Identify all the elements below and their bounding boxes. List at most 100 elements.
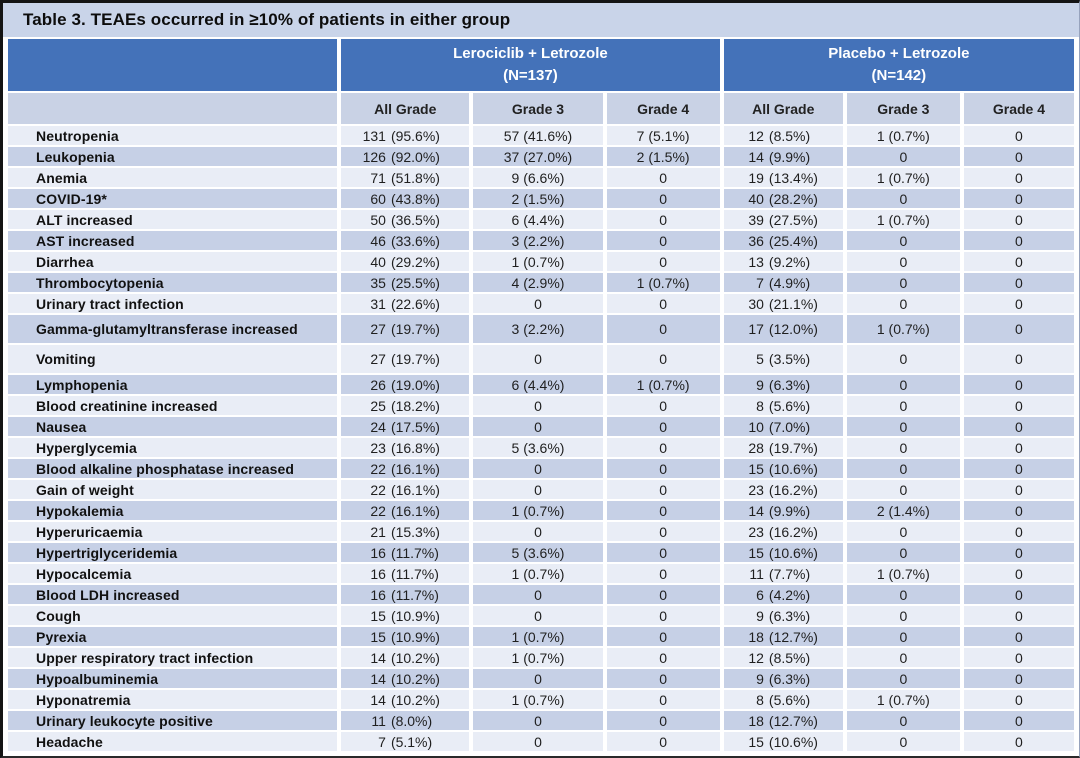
cell-placebo-grade3: 0 <box>846 459 960 478</box>
group-name: Lerociclib + Letrozole <box>453 44 608 62</box>
cell-lero-all-grade: 26 (19.0%) <box>341 375 470 394</box>
cell-lero-grade3: 1 (0.7%) <box>473 648 603 667</box>
cell-lero-all-grade: 31 (22.6%) <box>341 294 470 313</box>
row-label: Hypertriglyceridemia <box>8 543 338 562</box>
cell-placebo-all-grade: 9 (6.3%) <box>723 375 843 394</box>
row-label: Cough <box>8 606 338 625</box>
cell-lero-grade4: 0 <box>606 711 720 730</box>
cell-lero-all-grade: 15 (10.9%) <box>341 606 470 625</box>
row-label: Urinary leukocyte positive <box>8 711 338 730</box>
cell-placebo-grade4: 0 <box>963 168 1074 187</box>
row-label: Hypocalcemia <box>8 564 338 583</box>
cell-placebo-grade3: 0 <box>846 345 960 373</box>
subheader-spacer-cell <box>8 93 338 124</box>
cell-lero-grade3: 0 <box>473 732 603 751</box>
header-group-placebo: Placebo + Letrozole (N=142) <box>723 39 1074 91</box>
cell-placebo-grade4: 0 <box>963 501 1074 520</box>
cell-placebo-all-grade: 28 (19.7%) <box>723 438 843 457</box>
cell-lero-grade3: 1 (0.7%) <box>473 252 603 271</box>
table-row: Headache 7 (5.1%) 0 0 15 (10.6%) 0 0 <box>8 732 1074 751</box>
header-spacer-cell <box>8 39 338 91</box>
table-row: Hyponatremia 14 (10.2%) 1 (0.7%) 0 8 (5.6%) 1 (… <box>8 690 1074 709</box>
table-row: Gain of weight 22 (16.1%) 0 0 23 (16.2%) 0 0 <box>8 480 1074 499</box>
cell-lero-grade4: 0 <box>606 732 720 751</box>
cell-placebo-all-grade: 14 (9.9%) <box>723 501 843 520</box>
cell-lero-grade3: 0 <box>473 669 603 688</box>
cell-lero-all-grade: 23 (16.8%) <box>341 438 470 457</box>
cell-placebo-grade3: 0 <box>846 585 960 604</box>
cell-placebo-grade4: 0 <box>963 147 1074 166</box>
cell-placebo-all-grade: 18 (12.7%) <box>723 711 843 730</box>
cell-placebo-grade3: 0 <box>846 711 960 730</box>
cell-placebo-grade4: 0 <box>963 189 1074 208</box>
row-label: Diarrhea <box>8 252 338 271</box>
cell-placebo-grade4: 0 <box>963 345 1074 373</box>
cell-lero-grade3: 9 (6.6%) <box>473 168 603 187</box>
cell-lero-grade4: 2 (1.5%) <box>606 147 720 166</box>
cell-placebo-grade3: 0 <box>846 147 960 166</box>
table-row: Lymphopenia 26 (19.0%) 6 (4.4%) 1 (0.7%) 9 (6.… <box>8 375 1074 394</box>
row-label: ALT increased <box>8 210 338 229</box>
cell-lero-grade3: 0 <box>473 459 603 478</box>
cell-placebo-grade4: 0 <box>963 315 1074 343</box>
cell-placebo-grade3: 0 <box>846 294 960 313</box>
cell-placebo-grade4: 0 <box>963 438 1074 457</box>
cell-placebo-all-grade: 12 (8.5%) <box>723 648 843 667</box>
cell-placebo-grade4: 0 <box>963 294 1074 313</box>
row-label: Hyperuricaemia <box>8 522 338 541</box>
row-label: Pyrexia <box>8 627 338 646</box>
cell-lero-grade4: 0 <box>606 294 720 313</box>
row-label: Blood alkaline phosphatase increased <box>8 459 338 478</box>
cell-placebo-grade4: 0 <box>963 732 1074 751</box>
subheader-placebo-grade4: Grade 4 <box>963 93 1074 124</box>
table-row: Hypoalbuminemia 14 (10.2%) 0 0 9 (6.3%) 0 0 <box>8 669 1074 688</box>
subheader-lero-grade3: Grade 3 <box>473 93 603 124</box>
row-label: Hyponatremia <box>8 690 338 709</box>
cell-placebo-all-grade: 17 (12.0%) <box>723 315 843 343</box>
cell-placebo-all-grade: 36 (25.4%) <box>723 231 843 250</box>
cell-placebo-grade4: 0 <box>963 375 1074 394</box>
cell-placebo-grade3: 1 (0.7%) <box>846 690 960 709</box>
cell-lero-grade4: 0 <box>606 315 720 343</box>
table-row: Blood alkaline phosphatase increased 22 (1… <box>8 459 1074 478</box>
cell-lero-grade4: 0 <box>606 627 720 646</box>
cell-placebo-all-grade: 15 (10.6%) <box>723 543 843 562</box>
cell-placebo-grade3: 0 <box>846 732 960 751</box>
cell-lero-grade4: 0 <box>606 438 720 457</box>
table-row: AST increased 46 (33.6%) 3 (2.2%) 0 36 (25.4%)… <box>8 231 1074 250</box>
title-bar: Table 3. TEAEs occurred in ≥10% of patie… <box>3 3 1079 37</box>
cell-placebo-grade3: 0 <box>846 273 960 292</box>
cell-lero-all-grade: 131 (95.6%) <box>341 126 470 145</box>
cell-lero-grade3: 6 (4.4%) <box>473 375 603 394</box>
cell-placebo-grade3: 0 <box>846 648 960 667</box>
cell-placebo-all-grade: 14 (9.9%) <box>723 147 843 166</box>
cell-lero-grade4: 0 <box>606 459 720 478</box>
row-label: Neutropenia <box>8 126 338 145</box>
cell-lero-all-grade: 25 (18.2%) <box>341 396 470 415</box>
cell-placebo-grade4: 0 <box>963 606 1074 625</box>
cell-lero-grade3: 0 <box>473 585 603 604</box>
cell-lero-all-grade: 16 (11.7%) <box>341 564 470 583</box>
cell-lero-grade4: 0 <box>606 606 720 625</box>
row-label: Anemia <box>8 168 338 187</box>
cell-placebo-grade4: 0 <box>963 480 1074 499</box>
cell-placebo-grade4: 0 <box>963 231 1074 250</box>
cell-placebo-all-grade: 6 (4.2%) <box>723 585 843 604</box>
cell-lero-grade3: 0 <box>473 522 603 541</box>
cell-placebo-grade3: 2 (1.4%) <box>846 501 960 520</box>
cell-placebo-grade3: 0 <box>846 522 960 541</box>
subheader-row: All Grade Grade 3 Grade 4 All Grade Grad… <box>8 93 1074 124</box>
table-row: Hypocalcemia 16 (11.7%) 1 (0.7%) 0 11 (7.7%) 1 … <box>8 564 1074 583</box>
group-n: (N=142) <box>871 67 927 84</box>
cell-lero-grade3: 37 (27.0%) <box>473 147 603 166</box>
cell-lero-all-grade: 27 (19.7%) <box>341 345 470 373</box>
cell-lero-grade3: 6 (4.4%) <box>473 210 603 229</box>
cell-lero-grade3: 0 <box>473 480 603 499</box>
cell-lero-grade4: 0 <box>606 648 720 667</box>
cell-placebo-grade4: 0 <box>963 648 1074 667</box>
cell-placebo-grade4: 0 <box>963 543 1074 562</box>
cell-lero-all-grade: 15 (10.9%) <box>341 627 470 646</box>
cell-placebo-all-grade: 9 (6.3%) <box>723 606 843 625</box>
table-row: Diarrhea 40 (29.2%) 1 (0.7%) 0 13 (9.2%) 0 0 <box>8 252 1074 271</box>
cell-lero-grade3: 3 (2.2%) <box>473 231 603 250</box>
